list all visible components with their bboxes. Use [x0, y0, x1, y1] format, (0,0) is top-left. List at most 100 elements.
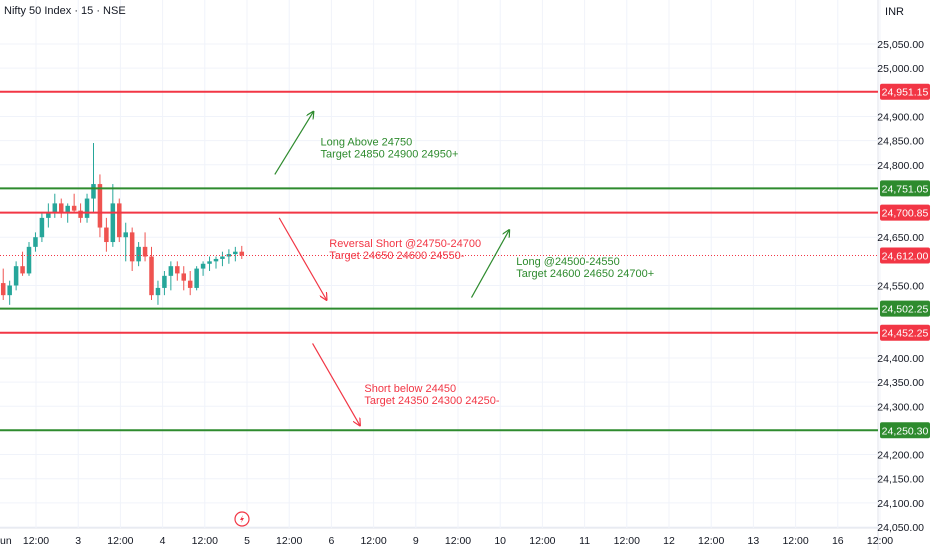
misc-marks — [234, 511, 250, 527]
candle-body — [46, 213, 51, 218]
price-tick-label: 24,900.00 — [877, 111, 924, 123]
candle-body — [33, 237, 38, 247]
price-tick-label: 24,050.00 — [877, 522, 924, 534]
horizontal-levels[interactable]: 24,951.15 24,751.05 24,700.85 24,502.25 24,4… — [0, 83, 930, 439]
candle-body — [7, 285, 12, 296]
price-tick-label: 24,300.00 — [877, 401, 924, 413]
lightning-icon — [240, 515, 244, 523]
candle-body — [175, 266, 180, 274]
time-tick-label: 12:00 — [23, 535, 49, 547]
candle-body — [187, 280, 193, 288]
candle-body — [213, 258, 219, 262]
candle-body — [39, 217, 45, 238]
trade-arrow — [312, 343, 360, 425]
level-price-label: 24,951.15 — [882, 87, 929, 99]
candle-body — [181, 273, 187, 281]
level-price-tag — [880, 180, 930, 197]
level-price-tag — [880, 204, 930, 221]
candle-body — [110, 203, 116, 243]
price-tick-label: 24,200.00 — [877, 450, 924, 462]
trade-arrow — [470, 230, 509, 298]
candle-body — [84, 198, 90, 218]
annotation-text: Short below 24450 — [364, 383, 456, 395]
time-tick-label: 4 — [160, 535, 166, 547]
candle-body — [71, 205, 77, 211]
level-price-tag — [880, 300, 930, 317]
time-tick-label: un — [0, 535, 12, 547]
candle-body — [58, 203, 64, 214]
time-axis[interactable]: un 12:00 3 12:00 4 12:00 5 12:00 6 12:00 9 12:00 10 1… — [0, 535, 893, 547]
candle-body — [136, 246, 141, 262]
grid-lines — [0, 0, 881, 550]
candle-body — [194, 268, 199, 288]
price-axis[interactable]: 25,050.00 25,000.00 24,900.00 24,850.00 24,8… — [877, 39, 924, 534]
time-tick-label: 11 — [579, 535, 590, 547]
level-price-tag — [880, 422, 930, 439]
candle-body — [0, 283, 6, 296]
annotation-text: Target 24850 24900 24950+ — [320, 148, 458, 160]
currency-label[interactable]: INR — [885, 6, 904, 18]
candle-body — [129, 232, 135, 262]
price-tick-label: 25,050.00 — [877, 39, 924, 51]
time-tick-label: 16 — [832, 535, 844, 547]
candles — [0, 143, 245, 305]
candle-body — [13, 266, 19, 286]
time-tick-label: 5 — [244, 535, 250, 547]
trade-arrow — [274, 112, 314, 175]
annotation-text: Target 24600 24650 24700+ — [516, 268, 654, 280]
annotation-text: Long Above 24750 — [320, 136, 412, 148]
current-price-tag — [880, 247, 930, 264]
level-price-label: 24,502.25 — [882, 304, 929, 316]
time-tick-label: 12:00 — [698, 535, 724, 547]
level-price-tag — [880, 324, 930, 341]
level-price-label: 24,250.30 — [882, 425, 929, 437]
time-tick-label: 9 — [413, 535, 419, 547]
time-tick-label: 12:00 — [445, 535, 471, 547]
price-tick-label: 24,100.00 — [877, 498, 924, 510]
candle-body — [239, 251, 245, 256]
price-tick-label: 24,850.00 — [877, 136, 924, 148]
level-price-label: 24,452.25 — [882, 328, 929, 340]
annotation-text: Long @24500-24550 — [516, 256, 620, 268]
candle-body — [233, 251, 238, 255]
time-tick-label: 13 — [748, 535, 760, 547]
time-tick-label: 12:00 — [867, 535, 893, 547]
candle-body — [78, 210, 83, 218]
price-tick-label: 24,400.00 — [877, 353, 924, 365]
candle-body — [207, 261, 212, 264]
annotation-text: Reversal Short @24750-24700 — [329, 238, 481, 250]
time-tick-label: 12:00 — [614, 535, 640, 547]
time-tick-label: 12:00 — [276, 535, 302, 547]
time-tick-label: 12 — [663, 535, 675, 547]
candle-body — [52, 203, 58, 214]
time-tick-label: 10 — [494, 535, 506, 547]
candle-body — [65, 205, 70, 214]
candle-body — [149, 256, 154, 296]
time-tick-label: 3 — [75, 535, 81, 547]
candle-body — [123, 232, 128, 238]
symbol-title[interactable]: Nifty 50 Index · 15 · NSE — [4, 5, 126, 17]
candle-body — [168, 266, 174, 276]
candle-body — [155, 287, 161, 296]
price-tick-label: 24,550.00 — [877, 281, 924, 293]
trade-arrows — [274, 112, 509, 426]
trade-arrow — [278, 217, 326, 300]
time-tick-label: 12:00 — [782, 535, 808, 547]
price-tick-label: 25,000.00 — [877, 63, 924, 75]
annotation-text: Target 24650 24600 24550- — [329, 250, 465, 262]
current-price-label: 24,612.00 — [882, 251, 929, 263]
candle-body — [142, 246, 148, 257]
time-tick-label: 6 — [328, 535, 334, 547]
level-price-label: 24,700.85 — [882, 208, 929, 220]
time-tick-label: 12:00 — [107, 535, 133, 547]
level-price-tag — [880, 83, 930, 100]
candle-body — [20, 266, 25, 274]
time-tick-label: 12:00 — [192, 535, 218, 547]
annotation-text: Target 24350 24300 24250- — [364, 395, 500, 407]
candle-body — [117, 203, 122, 238]
price-tick-label: 24,150.00 — [877, 474, 924, 486]
price-tick-label: 24,650.00 — [877, 232, 924, 244]
